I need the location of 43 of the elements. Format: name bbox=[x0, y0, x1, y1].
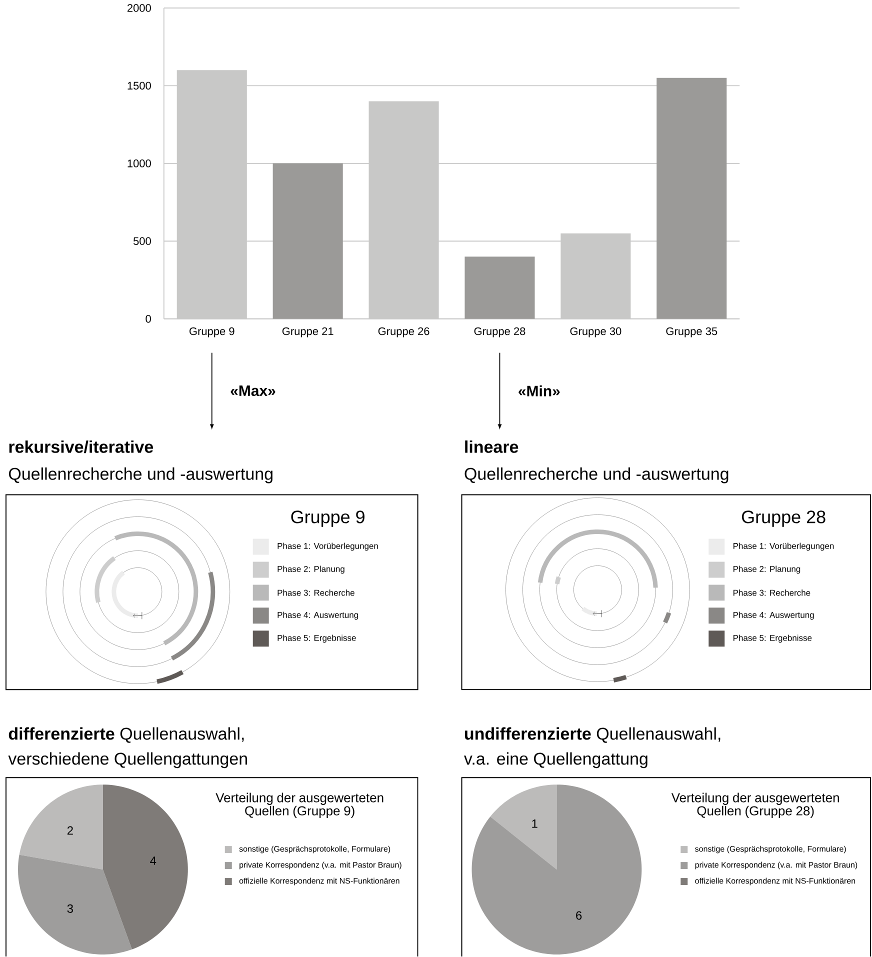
text: «Max» bbox=[230, 386, 276, 396]
data-label: 1 bbox=[532, 819, 538, 828]
category-label: Phase 3: Recherche bbox=[278, 590, 355, 596]
text: «Min» bbox=[518, 385, 560, 396]
legend-title: Verteilung der ausgewerteten Quellen (Gruppe 28) bbox=[672, 792, 840, 818]
category-label: Phase 4: Auswertung bbox=[734, 612, 814, 620]
data-label: 2 bbox=[68, 826, 74, 835]
data-label: 4 bbox=[150, 856, 156, 865]
legend-title: Verteilung der ausgewerteten Quellen (Gruppe 9) bbox=[216, 792, 384, 818]
text: lineare bbox=[465, 440, 518, 453]
category-label: Phase 2: Planung bbox=[278, 566, 345, 574]
category-label: Phase 1: Vorüberlegungen bbox=[278, 542, 378, 551]
y-tick-label: 1500 bbox=[128, 82, 152, 90]
bar bbox=[656, 78, 727, 319]
y-tick-label: 500 bbox=[134, 237, 152, 246]
chart-subtitle: v.a. eine Quellengattung bbox=[464, 752, 648, 768]
text: rekursive/iterative bbox=[10, 440, 154, 454]
chart-title: undifferenzierte Quellenauswahl, bbox=[465, 727, 720, 743]
x-tick-label: Gruppe 9 bbox=[190, 327, 235, 338]
x-tick-label: Gruppe 28 bbox=[474, 327, 526, 338]
bar bbox=[464, 256, 535, 319]
x-tick-label: Gruppe 30 bbox=[570, 327, 622, 338]
legend-title: Gruppe 9 bbox=[291, 510, 365, 527]
y-tick-label: 1000 bbox=[128, 160, 152, 168]
x-tick-label: Gruppe 21 bbox=[282, 327, 334, 338]
legend-title: Gruppe 28 bbox=[742, 510, 826, 527]
y-tick-label: 0 bbox=[146, 314, 152, 323]
text: Quellenrecherche und -auswertung bbox=[464, 467, 728, 484]
category-label: Phase 4: Auswertung bbox=[278, 612, 358, 620]
category-label: Phase 2: Planung bbox=[734, 566, 800, 574]
category-label: Phase 5: Ergebnisse bbox=[734, 634, 812, 643]
chart-title: differenzierte Quellenauswahl, bbox=[9, 727, 244, 743]
x-tick-label: Gruppe 35 bbox=[666, 327, 718, 338]
chart-subtitle: verschiedene Quellengattungen bbox=[8, 752, 248, 768]
category-label: Phase 1: Vorüberlegungen bbox=[734, 542, 834, 551]
bar bbox=[273, 163, 344, 319]
data-label: 6 bbox=[576, 911, 582, 920]
category-label: Phase 3: Recherche bbox=[734, 590, 810, 596]
category-label: Phase 5: Ergebnisse bbox=[278, 634, 356, 643]
y-tick-label: 2000 bbox=[128, 4, 152, 12]
text: Quellenrecherche und -auswertung bbox=[9, 467, 273, 484]
data-label: 3 bbox=[68, 904, 74, 913]
x-tick-label: Gruppe 26 bbox=[378, 327, 430, 338]
